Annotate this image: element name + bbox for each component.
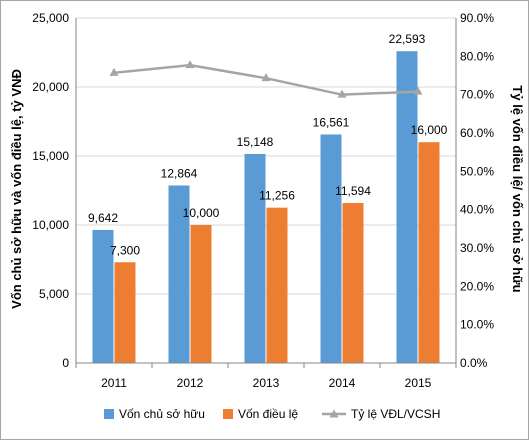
legend-label-ratio: Tỷ lệ VĐL/VCSH [351, 407, 440, 421]
data-label: 7,300 [110, 243, 140, 257]
data-label: 15,148 [237, 135, 274, 149]
y-tick-label-left: 20,000 [32, 80, 69, 94]
bar-charter-capital [418, 142, 440, 363]
gridlines [76, 17, 456, 295]
data-label: 12,864 [161, 166, 198, 180]
y-tick-label-right: 80.0% [460, 49, 494, 63]
data-label: 11,256 [259, 189, 295, 203]
data-labels: 9,642 12,864 15,148 16,561 22,593 7,300 10,000… [88, 32, 448, 257]
data-label: 9,642 [88, 211, 118, 225]
y-tick-label-right: 50.0% [460, 164, 494, 178]
y-tick-label-right: 70.0% [460, 88, 494, 102]
y-tick-label-right: 0.0% [460, 356, 488, 370]
x-tick-label: 2013 [253, 376, 280, 390]
bar-equity [244, 153, 266, 363]
bar-equity [92, 229, 114, 363]
y-tick-label-right: 60.0% [460, 126, 494, 140]
x-tick-label: 2011 [101, 376, 127, 390]
data-label: 16,561 [313, 115, 350, 129]
y-tick-label-right: 90.0% [460, 11, 494, 25]
bar-charter-capital [114, 262, 136, 363]
y-tick-label-right: 30.0% [460, 241, 494, 255]
y-tick-label-right: 40.0% [460, 203, 494, 217]
y-tick-label-right: 10.0% [460, 318, 494, 332]
bar-charter-capital [190, 225, 212, 363]
legend-label-charter: Vốn điều lệ [238, 407, 298, 421]
y-tick-label-left: 0 [62, 356, 69, 370]
data-label: 11,594 [335, 184, 371, 198]
y-tick-label-right: 20.0% [460, 279, 494, 293]
legend-label-equity: Vốn chủ sở hữu [119, 407, 205, 421]
x-tick-label: 2012 [177, 376, 204, 390]
ratio-point [261, 73, 271, 82]
bar-equity [396, 51, 418, 363]
bar-equity [168, 185, 190, 363]
ratio-point [337, 89, 347, 98]
x-tick-label: 2014 [329, 376, 356, 390]
data-label: 16,000 [411, 123, 448, 137]
y-tick-label-left: 25,000 [32, 11, 69, 25]
y-tick-label-left: 5,000 [39, 287, 69, 301]
data-label: 22,593 [389, 32, 426, 46]
bar-equity [320, 134, 342, 363]
ratio-point [185, 60, 195, 69]
legend: Vốn chủ sở hữu Vốn điều lệ Tỷ lệ VĐL/VCS… [104, 407, 440, 421]
legend-swatch-equity [104, 409, 114, 419]
y-tick-label-left: 10,000 [32, 218, 69, 232]
ratio-point [413, 86, 423, 95]
bar-charter-capital [266, 207, 288, 363]
data-label: 10,000 [183, 206, 220, 220]
y-axis-title-right: Tỷ lệ vốn điều lệ/ vốn chủ sở hữu [510, 85, 525, 292]
bar-charter-capital [342, 203, 364, 363]
y-tick-label-left: 15,000 [32, 149, 69, 163]
x-tick-label: 2015 [405, 376, 432, 390]
legend-swatch-charter [223, 409, 233, 419]
legend-marker-ratio [329, 409, 339, 418]
ratio-point [109, 67, 119, 76]
bars [92, 51, 440, 363]
y-axis-title-left: Vốn chủ sở hữu và vốn điều lệ, tỷ VNĐ [9, 69, 24, 309]
axes: 0 5,000 10,000 15,000 20,000 25,000 0.0% 10.0% 2… [32, 11, 494, 390]
ratio-line [109, 60, 423, 98]
